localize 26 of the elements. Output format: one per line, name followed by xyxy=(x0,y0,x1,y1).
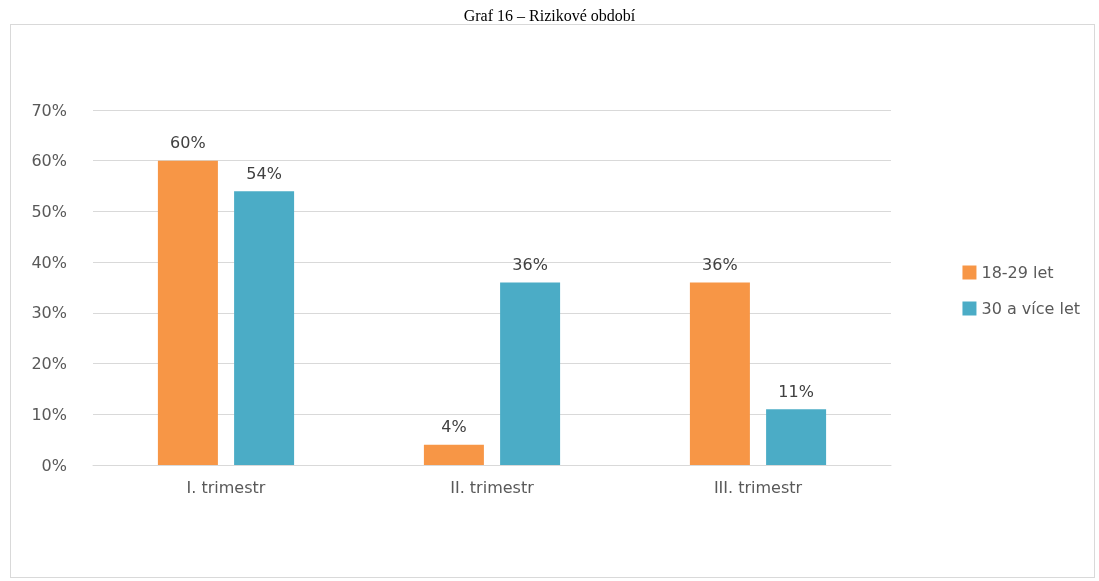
y-tick-label: 10% xyxy=(31,404,67,424)
bar xyxy=(157,160,218,465)
bar xyxy=(766,409,827,465)
y-tick-label: 20% xyxy=(31,354,67,374)
data-label: 11% xyxy=(778,381,814,401)
data-label: 60% xyxy=(170,133,206,153)
x-tick-label: II. trimestr xyxy=(450,477,535,497)
x-tick-label: I. trimestr xyxy=(186,477,266,497)
y-tick-label: 0% xyxy=(41,455,67,475)
chart-title: Graf 16 – Rizikové období xyxy=(463,6,636,24)
data-label: 36% xyxy=(702,254,738,274)
legend-label: 18-29 let xyxy=(981,263,1054,282)
y-tick-label: 70% xyxy=(31,100,67,120)
bar xyxy=(234,191,295,465)
y-tick-label: 30% xyxy=(31,303,67,323)
y-tick-label: 60% xyxy=(31,151,67,171)
bar xyxy=(500,282,561,465)
legend-label: 30 a více let xyxy=(981,299,1081,318)
data-label: 36% xyxy=(512,254,548,274)
y-tick-label: 50% xyxy=(31,201,67,221)
y-tick-label: 40% xyxy=(31,252,67,272)
data-label: 54% xyxy=(246,163,282,183)
bar xyxy=(689,282,750,465)
bar xyxy=(423,444,484,465)
x-tick-label: III. trimestr xyxy=(713,477,803,497)
data-label: 4% xyxy=(441,417,467,437)
